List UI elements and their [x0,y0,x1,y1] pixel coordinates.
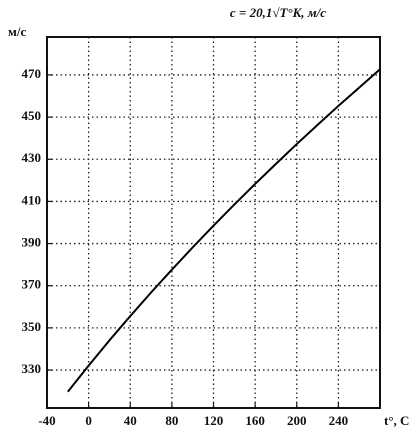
x-tick-label: 0 [85,413,92,428]
line [67,68,381,393]
x-tick-label: 120 [204,413,224,428]
y-tick-label: 450 [22,108,42,123]
x-axis-label: t°, C [384,413,409,428]
x-tick-label: 40 [124,413,137,428]
y-tick-label: 390 [22,235,42,250]
chart-title: c = 20,1√T°K, м/с [230,5,326,20]
x-tick-label: 160 [245,413,265,428]
x-tick-label: -40 [38,413,55,428]
x-tick-label: 240 [329,413,349,428]
plot-frame [46,36,381,409]
y-tick-label: 370 [22,277,42,292]
x-tick-label: 80 [165,413,178,428]
y-tick-label: 470 [22,66,42,81]
y-tick-label: 350 [22,319,42,334]
y-tick-label: 430 [22,150,42,165]
y-axis-label: м/с [8,24,26,39]
x-tick-label: 200 [287,413,307,428]
y-tick-label: 410 [22,192,42,207]
y-tick-label: 330 [22,361,42,376]
